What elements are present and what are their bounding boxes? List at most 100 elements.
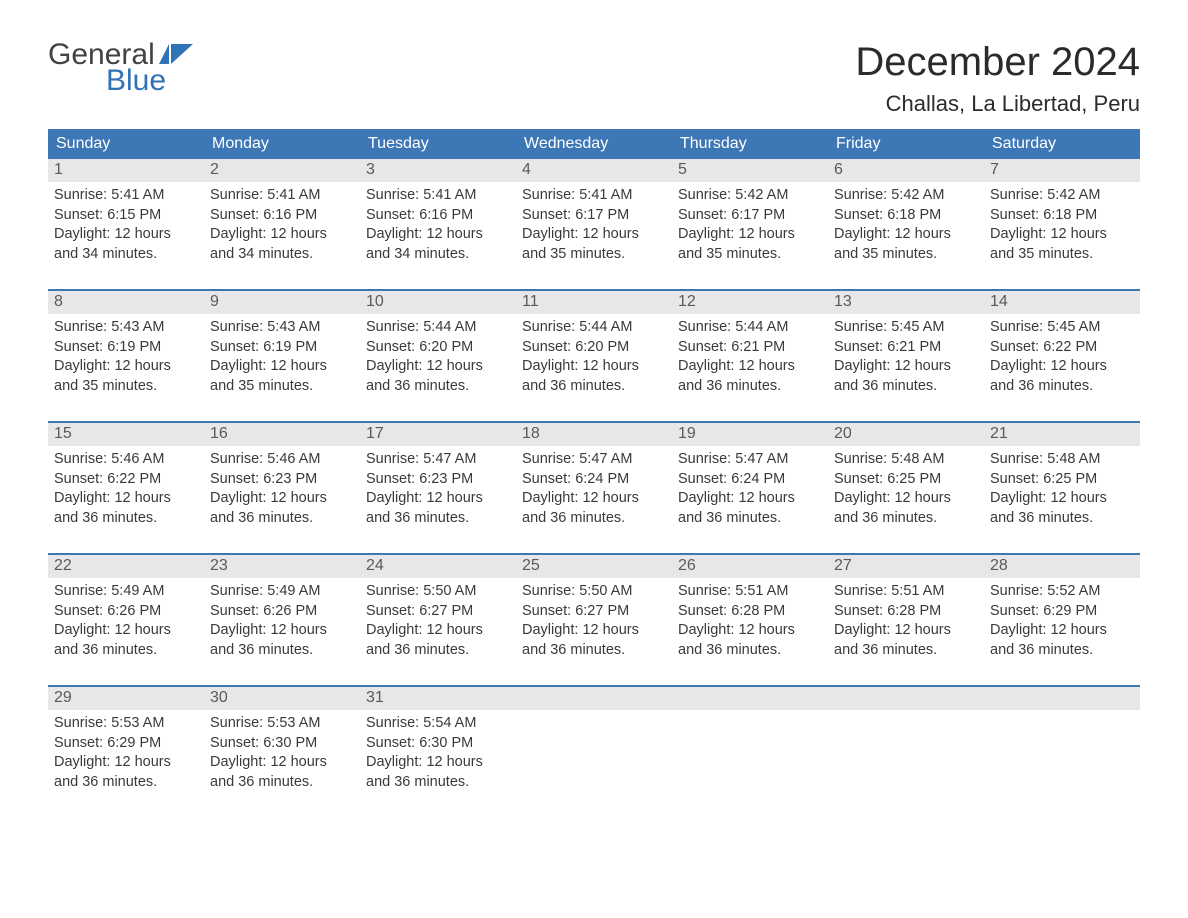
sunrise-line: Sunrise: 5:48 AM [834,450,978,470]
calendar-cell: 28Sunrise: 5:52 AMSunset: 6:29 PMDayligh… [984,555,1140,667]
day-number: 2 [210,161,219,178]
flag-icon [159,44,193,64]
day-details: Sunrise: 5:42 AMSunset: 6:18 PMDaylight:… [828,182,984,266]
day-details: Sunrise: 5:43 AMSunset: 6:19 PMDaylight:… [48,314,204,398]
sunrise-line: Sunrise: 5:47 AM [366,450,510,470]
day-details: Sunrise: 5:51 AMSunset: 6:28 PMDaylight:… [828,578,984,662]
daylight-line-1: Daylight: 12 hours [210,489,354,509]
daylight-line-1: Daylight: 12 hours [54,489,198,509]
sunrise-line: Sunrise: 5:50 AM [522,582,666,602]
daylight-line-2: and 36 minutes. [678,509,822,529]
day-details: Sunrise: 5:47 AMSunset: 6:24 PMDaylight:… [516,446,672,530]
day-number-row: 7 [984,159,1140,182]
sunrise-line: Sunrise: 5:42 AM [990,186,1134,206]
day-details: Sunrise: 5:41 AMSunset: 6:16 PMDaylight:… [360,182,516,266]
daylight-line-1: Daylight: 12 hours [210,753,354,773]
calendar-cell: 6Sunrise: 5:42 AMSunset: 6:18 PMDaylight… [828,159,984,271]
calendar-week: 8Sunrise: 5:43 AMSunset: 6:19 PMDaylight… [48,289,1140,403]
sunrise-line: Sunrise: 5:51 AM [834,582,978,602]
sunset-line: Sunset: 6:26 PM [210,602,354,622]
sunrise-line: Sunrise: 5:44 AM [366,318,510,338]
sunrise-line: Sunrise: 5:41 AM [54,186,198,206]
location-subtitle: Challas, La Libertad, Peru [855,91,1140,117]
sunrise-line: Sunrise: 5:51 AM [678,582,822,602]
sunset-line: Sunset: 6:27 PM [522,602,666,622]
day-number-row: 23 [204,555,360,578]
daylight-line-2: and 36 minutes. [522,377,666,397]
daylight-line-2: and 35 minutes. [990,245,1134,265]
daylight-line-2: and 35 minutes. [678,245,822,265]
day-number-row: 27 [828,555,984,578]
calendar-cell: 26Sunrise: 5:51 AMSunset: 6:28 PMDayligh… [672,555,828,667]
day-details: Sunrise: 5:48 AMSunset: 6:25 PMDaylight:… [828,446,984,530]
daylight-line-1: Daylight: 12 hours [54,357,198,377]
calendar-week: 1Sunrise: 5:41 AMSunset: 6:15 PMDaylight… [48,159,1140,271]
daylight-line-1: Daylight: 12 hours [990,357,1134,377]
day-number-row: 17 [360,423,516,446]
day-number: 10 [366,293,384,310]
daylight-line-1: Daylight: 12 hours [834,357,978,377]
sunrise-line: Sunrise: 5:41 AM [366,186,510,206]
day-header-wed: Wednesday [516,129,672,159]
calendar-cell: 16Sunrise: 5:46 AMSunset: 6:23 PMDayligh… [204,423,360,535]
day-details: Sunrise: 5:44 AMSunset: 6:21 PMDaylight:… [672,314,828,398]
day-number-row: 8 [48,291,204,314]
sunset-line: Sunset: 6:20 PM [522,338,666,358]
day-number: 22 [54,557,72,574]
daylight-line-1: Daylight: 12 hours [210,621,354,641]
daylight-line-1: Daylight: 12 hours [366,753,510,773]
day-number: 12 [678,293,696,310]
daylight-line-2: and 36 minutes. [834,641,978,661]
sunset-line: Sunset: 6:19 PM [54,338,198,358]
sunrise-line: Sunrise: 5:54 AM [366,714,510,734]
daylight-line-2: and 36 minutes. [522,509,666,529]
day-number-row: 29 [48,687,204,710]
daylight-line-1: Daylight: 12 hours [834,489,978,509]
calendar-cell: 15Sunrise: 5:46 AMSunset: 6:22 PMDayligh… [48,423,204,535]
day-number: 7 [990,161,999,178]
daylight-line-1: Daylight: 12 hours [366,489,510,509]
daylight-line-1: Daylight: 12 hours [522,357,666,377]
calendar-cell: . [516,687,672,799]
calendar-cell: 18Sunrise: 5:47 AMSunset: 6:24 PMDayligh… [516,423,672,535]
day-header-thu: Thursday [672,129,828,159]
day-details: Sunrise: 5:52 AMSunset: 6:29 PMDaylight:… [984,578,1140,662]
day-number-row: 28 [984,555,1140,578]
calendar-cell: 27Sunrise: 5:51 AMSunset: 6:28 PMDayligh… [828,555,984,667]
day-number-row: 16 [204,423,360,446]
daylight-line-2: and 36 minutes. [366,377,510,397]
day-number-row: 3 [360,159,516,182]
sunset-line: Sunset: 6:18 PM [834,206,978,226]
day-details: Sunrise: 5:42 AMSunset: 6:17 PMDaylight:… [672,182,828,266]
daylight-line-2: and 34 minutes. [54,245,198,265]
sunset-line: Sunset: 6:16 PM [366,206,510,226]
sunset-line: Sunset: 6:18 PM [990,206,1134,226]
sunset-line: Sunset: 6:24 PM [522,470,666,490]
day-details: Sunrise: 5:47 AMSunset: 6:24 PMDaylight:… [672,446,828,530]
day-header-sat: Saturday [984,129,1140,159]
daylight-line-1: Daylight: 12 hours [990,225,1134,245]
title-block: December 2024 Challas, La Libertad, Peru [855,40,1140,117]
calendar-body: 1Sunrise: 5:41 AMSunset: 6:15 PMDaylight… [48,159,1140,799]
calendar-cell: 19Sunrise: 5:47 AMSunset: 6:24 PMDayligh… [672,423,828,535]
calendar-cell: 11Sunrise: 5:44 AMSunset: 6:20 PMDayligh… [516,291,672,403]
calendar-cell: 12 Sunrise: 5:44 AMSunset: 6:21 PMDayligh… [672,291,828,403]
sunset-line: Sunset: 6:21 PM [834,338,978,358]
daylight-line-2: and 36 minutes. [834,509,978,529]
day-header-mon: Monday [204,129,360,159]
sunrise-line: Sunrise: 5:49 AM [210,582,354,602]
brand-word2: Blue [106,66,193,96]
day-number: 24 [366,557,384,574]
day-number: 16 [210,425,228,442]
daylight-line-2: and 36 minutes. [210,509,354,529]
daylight-line-2: and 36 minutes. [366,509,510,529]
daylight-line-2: and 36 minutes. [366,773,510,793]
day-details: Sunrise: 5:41 AMSunset: 6:15 PMDaylight:… [48,182,204,266]
calendar-cell: 8Sunrise: 5:43 AMSunset: 6:19 PMDaylight… [48,291,204,403]
day-number: 25 [522,557,540,574]
day-number-row: 21 [984,423,1140,446]
day-number: 15 [54,425,72,442]
day-number-row: 9 [204,291,360,314]
sunset-line: Sunset: 6:17 PM [522,206,666,226]
daylight-line-2: and 36 minutes. [678,641,822,661]
